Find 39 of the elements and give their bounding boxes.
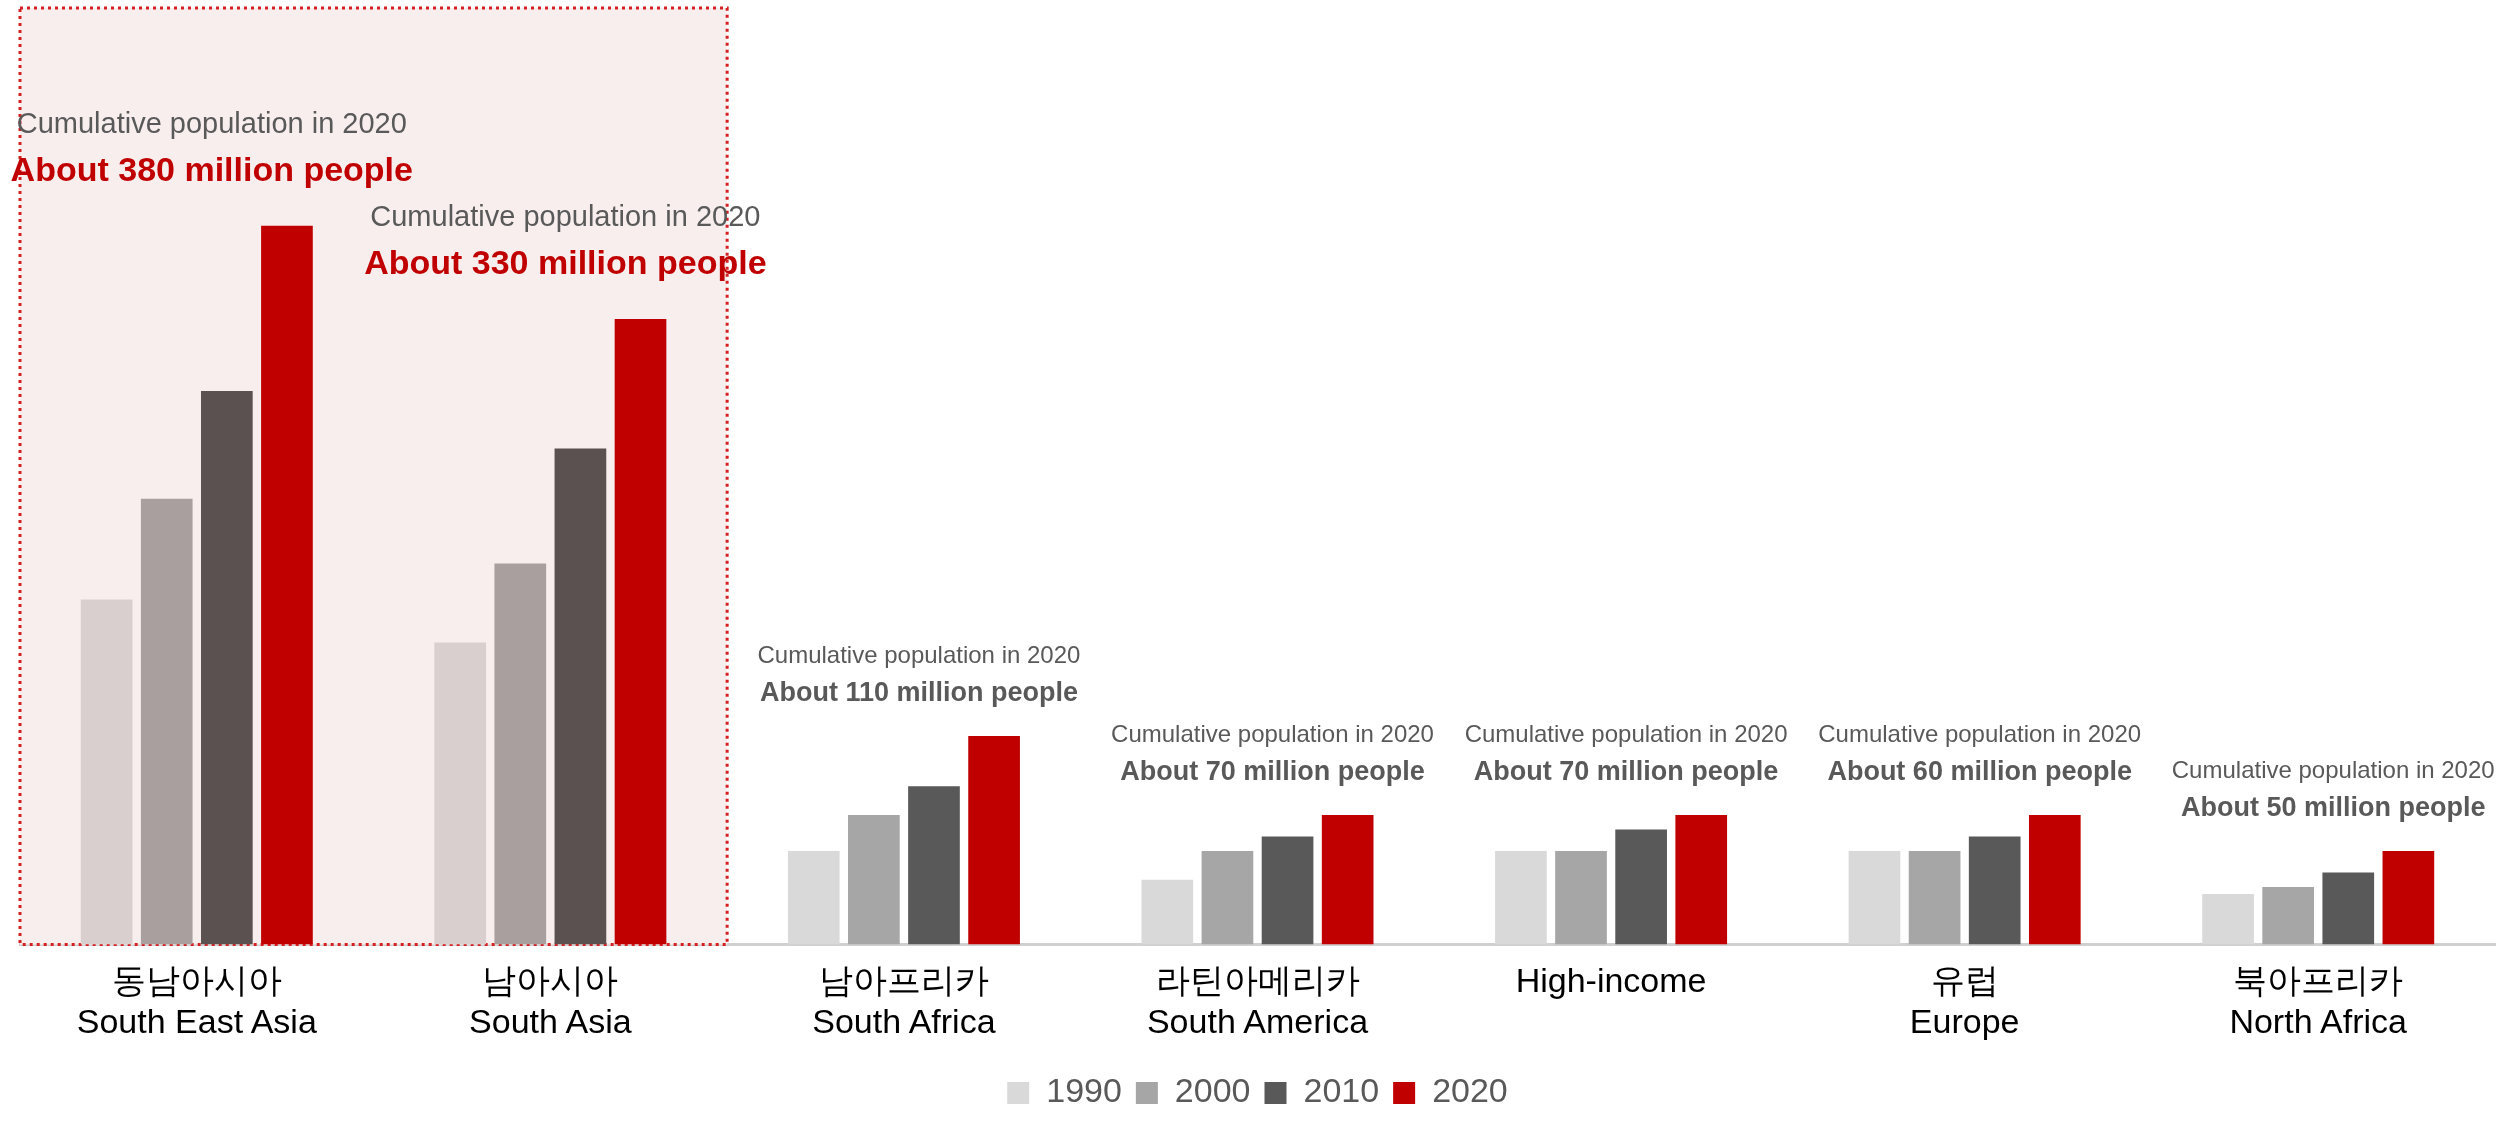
x-tick-label: 라틴아메리카 South America — [1146, 961, 1369, 1040]
x-tick-label: 남아프리카 South Africa — [812, 961, 996, 1040]
bar — [1908, 850, 1961, 945]
bar — [1201, 850, 1254, 945]
annotation: Cumulative population in 2020 About 50 million people — [2171, 755, 2495, 822]
bar — [554, 448, 607, 945]
bar — [1321, 815, 1374, 945]
bar — [1261, 836, 1314, 945]
bar — [2028, 815, 2081, 945]
x-tick-label: 유럽 Europe — [1909, 961, 2020, 1040]
legend-label: 2010 — [1303, 1071, 1380, 1110]
bar — [140, 498, 193, 945]
x-tick-label: 동남아시아 South East Asia — [76, 961, 317, 1040]
bar — [1675, 815, 1728, 945]
bar — [2262, 886, 2315, 945]
bar — [2382, 850, 2435, 945]
legend-label: 1990 — [1046, 1071, 1122, 1110]
bar — [614, 319, 667, 945]
x-tick-label: High-income — [1515, 961, 1707, 1000]
bar — [200, 390, 253, 945]
bar — [848, 815, 900, 945]
bar — [1615, 829, 1667, 945]
legend-label: 2020 — [1432, 1071, 1508, 1110]
annotation: Cumulative population in 2020 About 330 million people — [364, 200, 767, 282]
x-tick-label: 북아프리카 North Africa — [2229, 961, 2408, 1040]
annotation: Cumulative population in 2020 About 60 million people — [1818, 720, 2142, 787]
annotation: Cumulative population in 2020 About 70 million people — [1111, 720, 1434, 787]
bar — [1555, 850, 1607, 945]
annotation: Cumulative population in 2020 About 70 million people — [1464, 720, 1788, 787]
bar — [261, 225, 313, 945]
x-tick-label: 남아시아 South Asia — [469, 961, 632, 1040]
bar — [2322, 872, 2375, 945]
bar — [908, 786, 960, 945]
annotation: Cumulative population in 2020 About 110 million people — [757, 640, 1081, 707]
bar — [1968, 836, 2021, 945]
legend-label: 2000 — [1174, 1071, 1251, 1110]
text: Cumulative population in 2020 About 380 million people — [10, 106, 413, 188]
bar — [968, 735, 1020, 945]
bar — [494, 563, 547, 945]
